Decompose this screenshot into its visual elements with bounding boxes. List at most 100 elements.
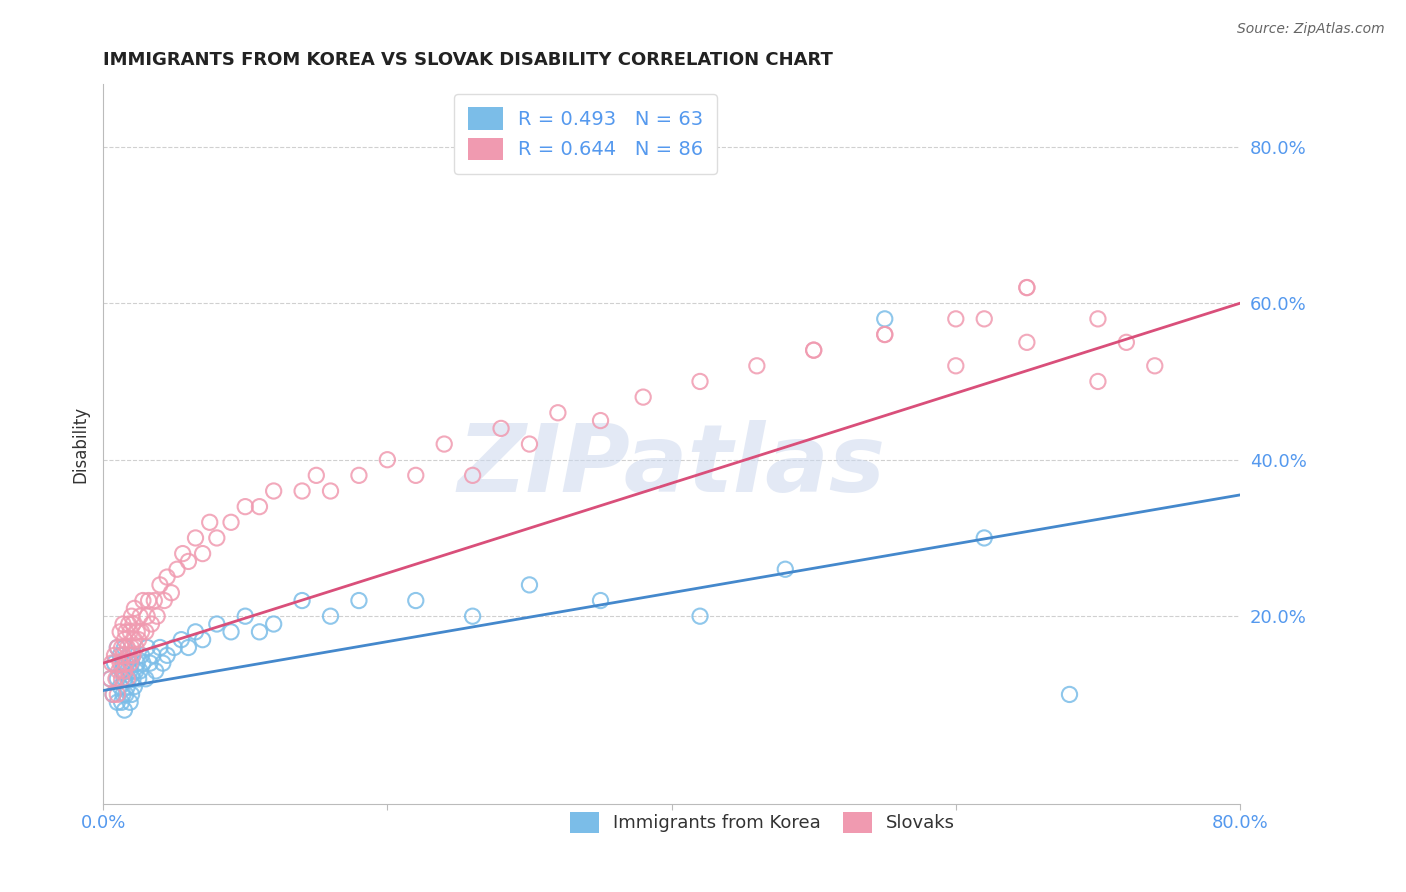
Point	[121, 640, 143, 655]
Point	[138, 593, 160, 607]
Point	[1015, 335, 1038, 350]
Point	[122, 617, 145, 632]
Point	[125, 664, 148, 678]
Point	[156, 648, 179, 663]
Point	[184, 624, 207, 639]
Point	[124, 601, 146, 615]
Point	[689, 375, 711, 389]
Point	[146, 609, 169, 624]
Point	[114, 664, 136, 678]
Point	[166, 562, 188, 576]
Point	[115, 688, 138, 702]
Point	[120, 664, 142, 678]
Point	[115, 624, 138, 639]
Point	[547, 406, 569, 420]
Point	[803, 343, 825, 358]
Point	[111, 656, 134, 670]
Point	[433, 437, 456, 451]
Point	[519, 437, 541, 451]
Point	[114, 640, 136, 655]
Point	[1059, 688, 1081, 702]
Text: ZIPatlas: ZIPatlas	[457, 419, 886, 512]
Point	[249, 624, 271, 639]
Point	[141, 617, 163, 632]
Point	[347, 468, 370, 483]
Point	[114, 632, 136, 647]
Point	[105, 672, 128, 686]
Point	[205, 531, 228, 545]
Point	[973, 311, 995, 326]
Point	[873, 327, 896, 342]
Point	[120, 624, 142, 639]
Point	[128, 672, 150, 686]
Point	[149, 578, 172, 592]
Point	[873, 327, 896, 342]
Point	[120, 656, 142, 670]
Point	[110, 664, 132, 678]
Point	[108, 656, 131, 670]
Point	[105, 640, 128, 655]
Point	[122, 648, 145, 663]
Point	[152, 656, 174, 670]
Point	[205, 617, 228, 632]
Point	[945, 311, 967, 326]
Point	[98, 672, 121, 686]
Point	[132, 593, 155, 607]
Point	[125, 640, 148, 655]
Point	[1087, 311, 1109, 326]
Point	[110, 640, 132, 655]
Point	[405, 593, 427, 607]
Point	[177, 640, 200, 655]
Point	[118, 648, 141, 663]
Point	[319, 483, 342, 498]
Point	[184, 531, 207, 545]
Point	[631, 390, 654, 404]
Point	[118, 672, 141, 686]
Point	[124, 680, 146, 694]
Point	[689, 609, 711, 624]
Point	[136, 640, 159, 655]
Point	[156, 570, 179, 584]
Point	[945, 359, 967, 373]
Point	[110, 672, 132, 686]
Point	[160, 585, 183, 599]
Point	[143, 593, 166, 607]
Point	[115, 656, 138, 670]
Point	[103, 656, 125, 670]
Point	[461, 609, 484, 624]
Point	[100, 656, 122, 670]
Point	[132, 656, 155, 670]
Point	[135, 672, 157, 686]
Point	[118, 648, 141, 663]
Point	[111, 648, 134, 663]
Point	[305, 468, 328, 483]
Point	[136, 609, 159, 624]
Point	[107, 664, 129, 678]
Point	[219, 624, 242, 639]
Point	[1087, 375, 1109, 389]
Point	[122, 672, 145, 686]
Point	[149, 640, 172, 655]
Point	[111, 617, 134, 632]
Point	[803, 343, 825, 358]
Point	[263, 483, 285, 498]
Point	[131, 624, 153, 639]
Point	[170, 632, 193, 647]
Point	[120, 695, 142, 709]
Point	[110, 695, 132, 709]
Point	[233, 500, 256, 514]
Point	[1015, 280, 1038, 294]
Point	[108, 624, 131, 639]
Point	[108, 648, 131, 663]
Y-axis label: Disability: Disability	[72, 406, 89, 483]
Point	[98, 672, 121, 686]
Point	[114, 672, 136, 686]
Point	[249, 500, 271, 514]
Point	[589, 593, 612, 607]
Point	[263, 617, 285, 632]
Point	[219, 516, 242, 530]
Point	[127, 656, 149, 670]
Point	[104, 672, 127, 686]
Point	[873, 311, 896, 326]
Point	[519, 578, 541, 592]
